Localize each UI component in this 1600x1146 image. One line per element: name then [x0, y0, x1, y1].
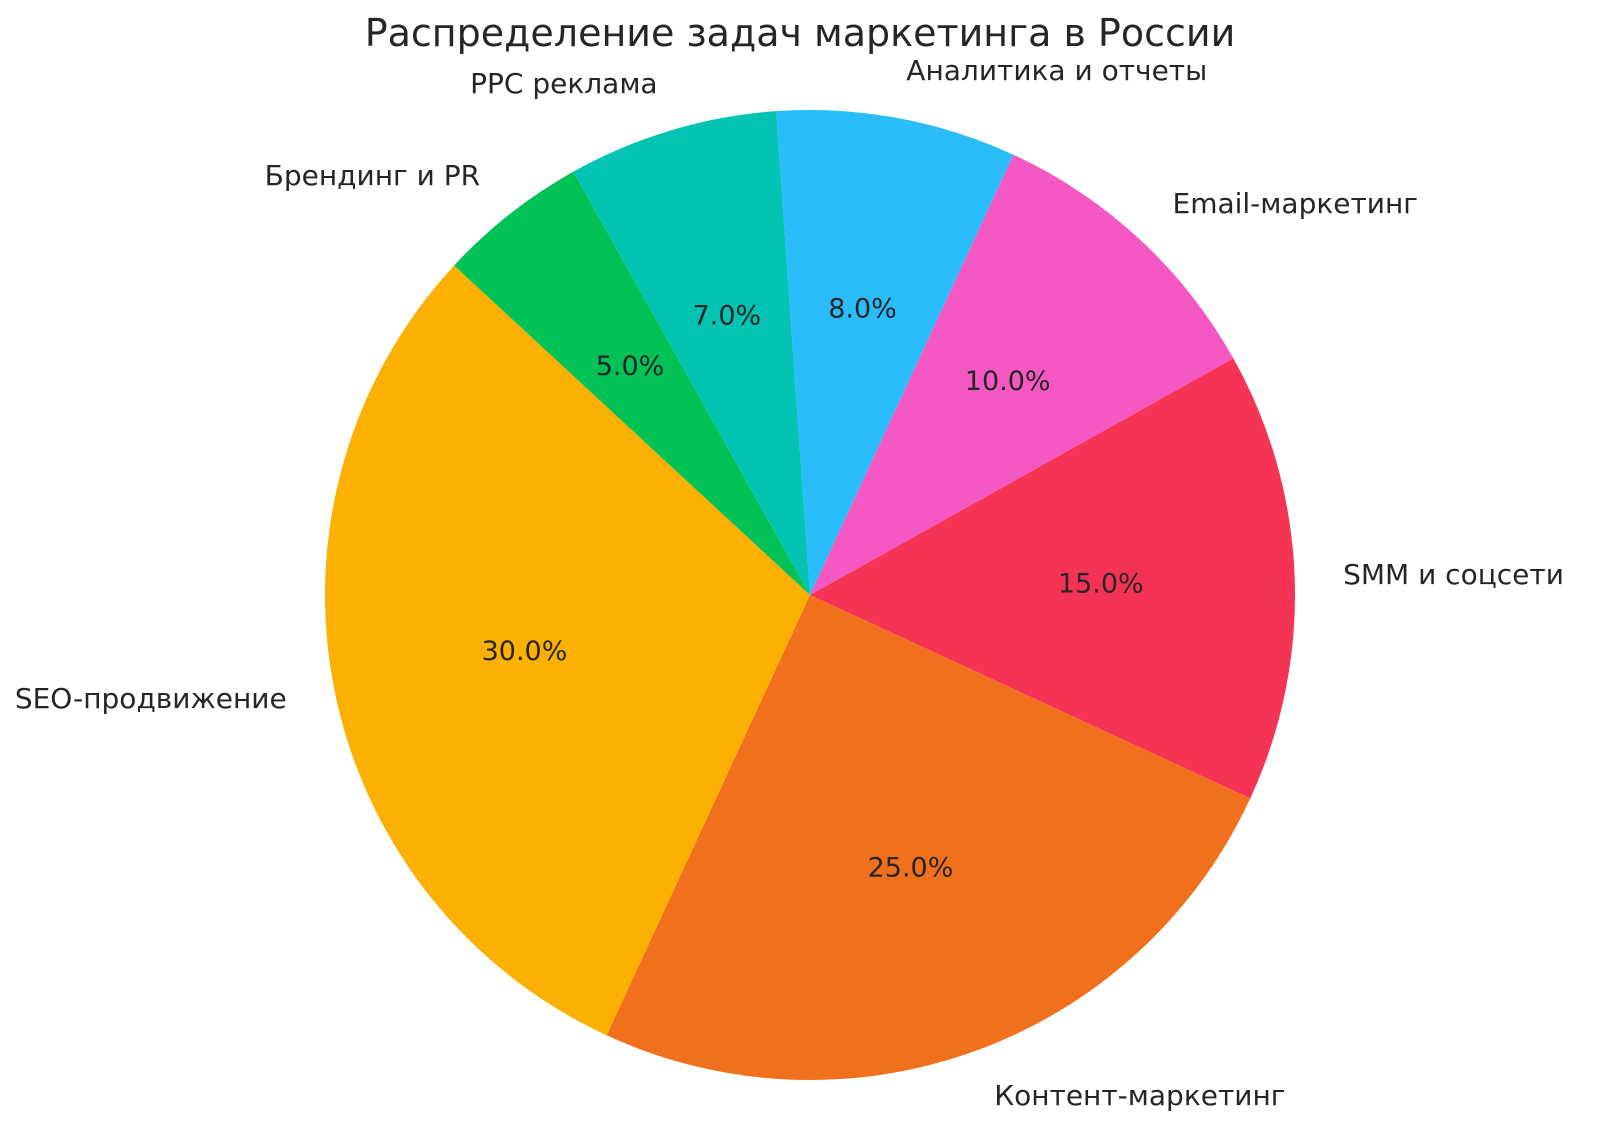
pct-label-3: 25.0%: [868, 853, 954, 884]
pct-label-4: 30.0%: [482, 636, 568, 667]
category-label-2: SMM и соцсети: [1343, 558, 1564, 591]
category-label-4: SEO-продвижение: [15, 682, 287, 715]
pct-label-2: 15.0%: [1058, 568, 1144, 599]
chart-title: Распределение задач маркетинга в России: [365, 11, 1236, 55]
pie-slice-0: [776, 109, 1014, 596]
category-label-3: Контент-маркетинг: [994, 1079, 1285, 1112]
pie-slice-4: [325, 265, 810, 1036]
pie-slice-6: [573, 111, 810, 596]
category-label-0: Аналитика и отчеты: [906, 54, 1207, 87]
category-label-5: Брендинг и PR: [265, 159, 480, 192]
pie-slices-group: [325, 109, 1295, 1080]
pct-label-6: 7.0%: [693, 301, 762, 332]
pct-label-1: 10.0%: [965, 366, 1051, 397]
pie-slice-5: [454, 171, 810, 595]
category-label-1: Email-маркетинг: [1173, 187, 1419, 220]
pie-slice-1: [810, 154, 1234, 596]
pct-label-5: 5.0%: [596, 351, 665, 382]
pie-labels-group: 8.0% Аналитика и отчеты 10.0% Email-маркети…: [15, 54, 1564, 1112]
pie-slice-2: [810, 358, 1295, 799]
category-label-6: PPC реклама: [470, 67, 657, 100]
pie-slice-3: [606, 595, 1251, 1080]
pct-label-0: 8.0%: [828, 293, 897, 324]
